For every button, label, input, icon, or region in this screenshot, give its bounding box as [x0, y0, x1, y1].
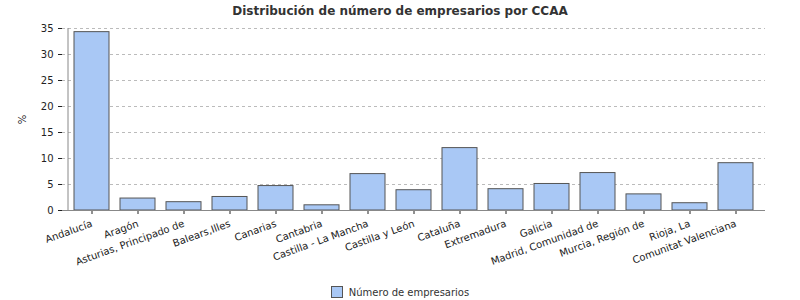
svg-text:Castilla - La Mancha: Castilla - La Mancha [271, 217, 370, 263]
svg-text:Castilla y León: Castilla y León [343, 218, 415, 253]
svg-text:5: 5 [47, 179, 53, 190]
svg-text:30: 30 [41, 49, 54, 60]
svg-text:Asturias, Principado de: Asturias, Principado de [74, 218, 186, 268]
svg-text:Murcia, Región de: Murcia, Región de [558, 218, 646, 259]
svg-text:Madrid, Comunidad de: Madrid, Comunidad de [489, 217, 600, 267]
svg-text:Andalucía: Andalucía [44, 218, 94, 245]
svg-text:0: 0 [47, 205, 53, 216]
svg-text:Extremadura: Extremadura [443, 218, 508, 251]
html-text:Número de empresarios: Número de empresarios [348, 286, 470, 298]
svg-text:10: 10 [41, 153, 54, 164]
svg-text:%: % [17, 115, 28, 125]
svg-text:Cantabria: Cantabria [274, 217, 324, 245]
svg-text:Cataluña: Cataluña [416, 217, 462, 244]
svg-text:20: 20 [41, 101, 54, 112]
svg-text:Comunitat Valenciana: Comunitat Valenciana [631, 218, 738, 266]
svg-text:Rioja, La: Rioja, La [647, 217, 692, 243]
html-text:Distribución de número de empr: Distribución de número de empresarios po… [232, 4, 568, 18]
svg-text:Aragón: Aragón [102, 217, 140, 241]
svg-text:Galicia: Galicia [518, 217, 554, 240]
svg-text:Balears,Illes: Balears,Illes [171, 218, 232, 249]
svg-text:Canarias: Canarias [233, 218, 278, 243]
svg-text:25: 25 [41, 75, 54, 86]
svg-text:35: 35 [41, 23, 54, 34]
svg-text:15: 15 [41, 127, 54, 138]
